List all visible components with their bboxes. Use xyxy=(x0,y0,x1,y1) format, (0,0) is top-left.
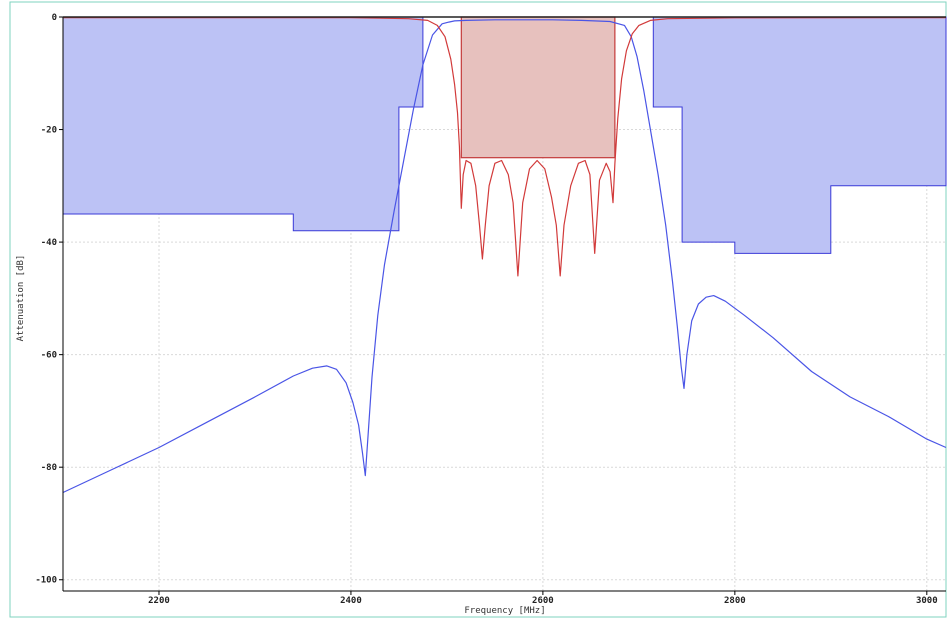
y-tick-label: -60 xyxy=(41,351,57,361)
x-tick-label: 2400 xyxy=(340,596,362,606)
rejection-mask-lower xyxy=(62,16,424,232)
tick-labels: 2200 2400 2600 2800 3000 0 -20 -40 -60 -80 -100 xyxy=(35,13,937,606)
curve-s21 xyxy=(62,19,947,494)
y-tick-label: -20 xyxy=(41,126,57,136)
y-tick-label: -100 xyxy=(35,576,57,586)
x-tick-label: 2800 xyxy=(724,596,746,606)
y-tick-label: -40 xyxy=(41,238,57,248)
passband-mask-box xyxy=(460,16,616,159)
y-axis-title: Attenuation [dB] xyxy=(16,255,26,342)
axes xyxy=(59,16,946,595)
rejection-masks xyxy=(62,16,947,254)
y-tick-label: 0 xyxy=(52,13,57,23)
passband-mask xyxy=(460,16,616,159)
x-tick-label: 2600 xyxy=(532,596,554,606)
response-curves xyxy=(62,17,947,494)
x-axis-title: Frequency [MHz] xyxy=(464,606,545,616)
curve-s11 xyxy=(63,17,947,277)
rejection-mask-upper xyxy=(652,16,947,254)
x-tick-label: 2200 xyxy=(148,596,170,606)
x-tick-label: 3000 xyxy=(916,596,938,606)
y-tick-label: -80 xyxy=(41,463,57,473)
